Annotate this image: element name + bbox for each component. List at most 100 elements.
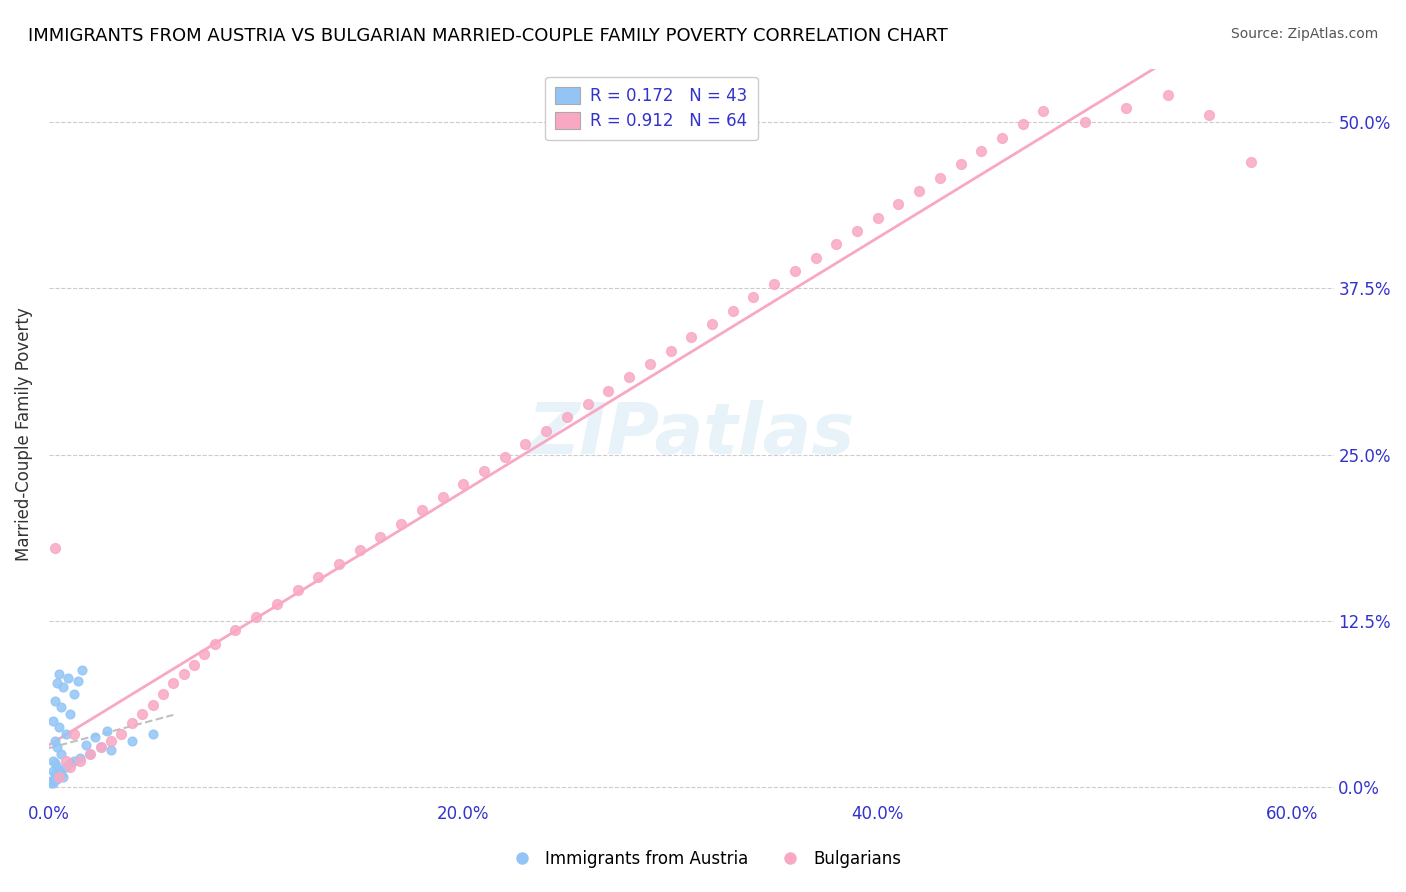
Point <box>51 747 73 761</box>
Point <box>193 647 215 661</box>
Point <box>51 767 73 781</box>
Point <box>659 343 682 358</box>
Point <box>681 330 703 344</box>
Point <box>90 740 112 755</box>
Point <box>42 776 65 790</box>
Point <box>266 597 288 611</box>
Point <box>638 357 661 371</box>
Point <box>90 740 112 755</box>
Text: Source: ZipAtlas.com: Source: ZipAtlas.com <box>1230 27 1378 41</box>
Point <box>534 424 557 438</box>
Y-axis label: Married-Couple Family Poverty: Married-Couple Family Poverty <box>15 308 32 561</box>
Point <box>515 437 537 451</box>
Point <box>1032 104 1054 119</box>
Point <box>42 714 65 728</box>
Point <box>131 707 153 722</box>
Point <box>617 370 640 384</box>
Legend: R = 0.172   N = 43, R = 0.912   N = 64: R = 0.172 N = 43, R = 0.912 N = 64 <box>546 77 758 140</box>
Point <box>245 610 267 624</box>
Point <box>39 776 62 790</box>
Point <box>173 667 195 681</box>
Point <box>411 503 433 517</box>
Point <box>949 157 972 171</box>
Point <box>44 771 66 785</box>
Point <box>69 754 91 768</box>
Point <box>69 751 91 765</box>
Text: IMMIGRANTS FROM AUSTRIA VS BULGARIAN MARRIED-COUPLE FAMILY POVERTY CORRELATION C: IMMIGRANTS FROM AUSTRIA VS BULGARIAN MAR… <box>28 27 948 45</box>
Point <box>142 727 165 741</box>
Point <box>110 727 132 741</box>
Point <box>56 671 79 685</box>
Point <box>44 541 66 555</box>
Point <box>908 184 931 198</box>
Point <box>991 130 1014 145</box>
Point <box>51 700 73 714</box>
Point <box>887 197 910 211</box>
Point <box>700 317 723 331</box>
Point <box>48 764 70 779</box>
Point <box>121 716 143 731</box>
Point <box>42 764 65 779</box>
Point <box>44 733 66 747</box>
Point <box>52 770 75 784</box>
Point <box>866 211 889 225</box>
Point <box>70 663 93 677</box>
Point <box>328 557 350 571</box>
Point <box>59 707 82 722</box>
Point <box>44 767 66 781</box>
Point <box>63 727 86 741</box>
Point <box>55 727 77 741</box>
Point <box>79 747 101 761</box>
Point <box>224 624 246 638</box>
Point <box>46 676 69 690</box>
Point <box>742 290 765 304</box>
Point <box>46 772 69 787</box>
Point <box>48 770 70 784</box>
Point <box>63 754 86 768</box>
Point <box>55 760 77 774</box>
Point <box>44 756 66 771</box>
Point <box>100 733 122 747</box>
Legend: Immigrants from Austria, Bulgarians: Immigrants from Austria, Bulgarians <box>498 844 908 875</box>
Point <box>1074 115 1097 129</box>
Point <box>494 450 516 465</box>
Point <box>721 303 744 318</box>
Point <box>1157 88 1180 103</box>
Point <box>598 384 620 398</box>
Point <box>42 754 65 768</box>
Point <box>42 773 65 788</box>
Point <box>1115 102 1137 116</box>
Point <box>389 516 412 531</box>
Point <box>846 224 869 238</box>
Point <box>555 410 578 425</box>
Point <box>79 747 101 761</box>
Point <box>66 673 89 688</box>
Point <box>83 730 105 744</box>
Point <box>162 676 184 690</box>
Point <box>152 687 174 701</box>
Point <box>46 760 69 774</box>
Point <box>142 698 165 712</box>
Point <box>1011 117 1033 131</box>
Point <box>1198 108 1220 122</box>
Point <box>39 773 62 788</box>
Point <box>432 490 454 504</box>
Point <box>307 570 329 584</box>
Point <box>121 733 143 747</box>
Point <box>59 760 82 774</box>
Point <box>1240 154 1263 169</box>
Point <box>204 636 226 650</box>
Point <box>75 738 97 752</box>
Point <box>287 583 309 598</box>
Point <box>763 277 786 292</box>
Point <box>804 251 827 265</box>
Point <box>370 530 392 544</box>
Point <box>100 743 122 757</box>
Point <box>55 754 77 768</box>
Point <box>183 657 205 672</box>
Point <box>48 667 70 681</box>
Point <box>472 463 495 477</box>
Point <box>576 397 599 411</box>
Point <box>44 694 66 708</box>
Point <box>970 144 993 158</box>
